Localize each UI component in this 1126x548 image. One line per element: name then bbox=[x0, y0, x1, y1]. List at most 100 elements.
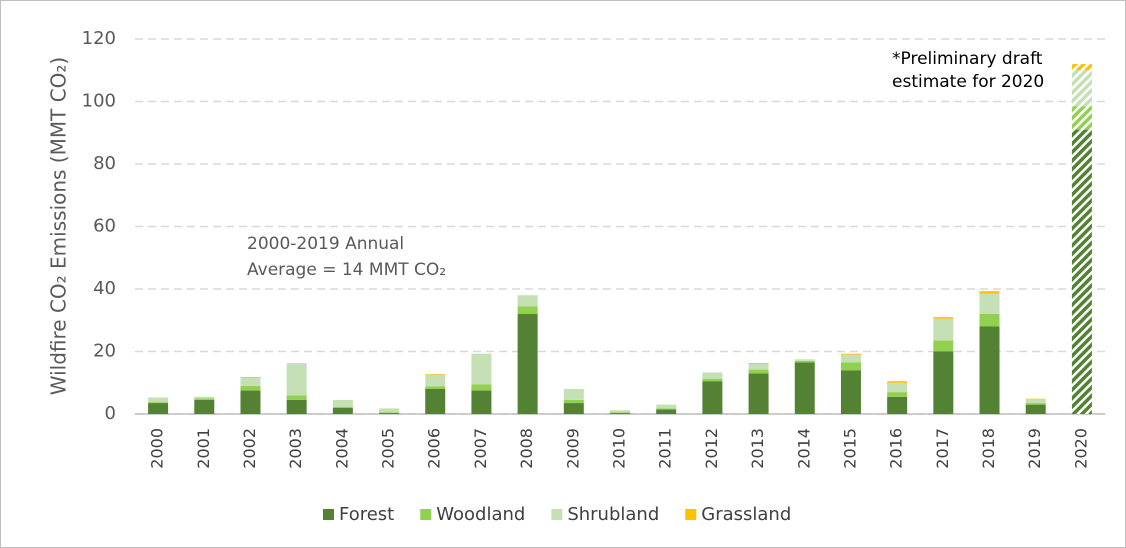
bar-segment bbox=[517, 306, 538, 314]
bar-segment bbox=[471, 353, 492, 385]
bar-segment bbox=[656, 404, 677, 409]
x-tick-label: 2011 bbox=[656, 428, 675, 469]
annotation: Average = 14 MMT CO₂ bbox=[247, 260, 446, 280]
bar-segment bbox=[1071, 64, 1092, 71]
bar-segment bbox=[148, 402, 169, 404]
bar-segment bbox=[748, 369, 769, 374]
bar-segment bbox=[610, 413, 630, 414]
x-tick-label: 2003 bbox=[286, 428, 305, 469]
x-tick-label: 2002 bbox=[240, 428, 259, 469]
legend-swatch bbox=[323, 509, 334, 520]
bar-segment bbox=[702, 372, 723, 379]
bar-segment bbox=[840, 353, 861, 355]
x-tick-label: 2000 bbox=[148, 428, 167, 469]
bar-segment bbox=[933, 317, 954, 319]
legend-label: Grassland bbox=[701, 504, 791, 525]
x-tick-label: 2020 bbox=[1071, 428, 1090, 469]
bar-segment bbox=[1071, 70, 1092, 107]
x-tick-label: 2005 bbox=[379, 428, 398, 469]
y-tick-label: 80 bbox=[93, 153, 116, 174]
bar-segment bbox=[240, 378, 261, 386]
x-tick-label: 2010 bbox=[610, 428, 629, 469]
legend-swatch bbox=[685, 509, 697, 520]
bar-segment bbox=[240, 385, 261, 391]
bar-segment bbox=[471, 384, 492, 391]
x-tick-label: 2013 bbox=[748, 428, 767, 469]
bar-segment bbox=[979, 326, 1000, 414]
x-tick-label: 2012 bbox=[702, 428, 721, 469]
x-tick-label: 2014 bbox=[794, 428, 813, 469]
bar-segment bbox=[517, 314, 538, 414]
bar-segment bbox=[1071, 129, 1092, 414]
bar-segment bbox=[979, 293, 1000, 314]
y-axis-label: Wildfire CO₂ Emissions (MMT CO₂) bbox=[47, 57, 71, 395]
bar-segment bbox=[702, 381, 723, 414]
x-tick-label: 2009 bbox=[563, 428, 582, 469]
x-tick-label: 2006 bbox=[425, 428, 444, 469]
x-tick-label: 2017 bbox=[933, 428, 952, 469]
y-tick-label: 100 bbox=[82, 91, 116, 112]
bar-segment bbox=[702, 378, 723, 382]
bar-segment bbox=[517, 295, 538, 307]
bar-segment bbox=[887, 381, 908, 383]
bar-segment bbox=[425, 389, 446, 414]
bar-segment bbox=[979, 291, 1000, 294]
bar-segment bbox=[194, 398, 215, 400]
bar-segment bbox=[610, 410, 630, 413]
bar-segment bbox=[933, 318, 954, 341]
bar-segment bbox=[794, 360, 815, 363]
bar-segment bbox=[794, 362, 815, 414]
bar-segment bbox=[286, 395, 307, 400]
y-tick-label: 0 bbox=[105, 403, 116, 424]
bar-segment bbox=[887, 392, 908, 397]
y-tick-label: 20 bbox=[93, 341, 116, 362]
x-tick-label: 2001 bbox=[194, 428, 213, 469]
bar-segment bbox=[840, 370, 861, 414]
bar-segment bbox=[332, 399, 353, 407]
bar-segment bbox=[656, 408, 677, 410]
bar-segment bbox=[887, 396, 908, 414]
bar-segment bbox=[379, 412, 400, 414]
x-tick-label: 2007 bbox=[471, 428, 490, 469]
bar-segment bbox=[379, 408, 400, 413]
bar-segment bbox=[840, 362, 861, 371]
annotation: *Preliminary draft bbox=[892, 49, 1043, 69]
bar-segment bbox=[1025, 399, 1046, 404]
bar-segment bbox=[1071, 106, 1092, 130]
bar-segment bbox=[471, 390, 492, 414]
bar-segment bbox=[563, 403, 584, 414]
bar-segment bbox=[563, 399, 584, 404]
bar-segment bbox=[840, 354, 861, 363]
bar-segment bbox=[194, 399, 215, 414]
y-tick-label: 120 bbox=[82, 28, 116, 49]
bar-segment bbox=[379, 413, 400, 414]
annotation: 2000-2019 Annual bbox=[247, 234, 404, 254]
bar-segment bbox=[240, 377, 261, 379]
bar-segment bbox=[748, 364, 769, 370]
bar-segment bbox=[1025, 404, 1046, 414]
x-tick-label: 2016 bbox=[887, 428, 906, 469]
bar-segment bbox=[794, 359, 815, 361]
bar-segment bbox=[332, 406, 353, 408]
bar-segment bbox=[425, 374, 446, 387]
bar-segment bbox=[887, 382, 908, 393]
bar-segment bbox=[425, 386, 446, 389]
legend-swatch bbox=[551, 509, 563, 520]
x-tick-label: 2015 bbox=[840, 428, 859, 469]
bar-segment bbox=[748, 373, 769, 414]
bar-segment bbox=[286, 364, 307, 396]
legend-label: Shrubland bbox=[567, 504, 659, 525]
bar-segment bbox=[425, 374, 446, 375]
bar-segment bbox=[286, 399, 307, 414]
bar-segment bbox=[610, 412, 630, 414]
annotation: estimate for 2020 bbox=[892, 72, 1044, 92]
x-tick-label: 2019 bbox=[1025, 428, 1044, 469]
bar-segment bbox=[148, 403, 169, 414]
x-tick-label: 2004 bbox=[332, 428, 351, 469]
bar-segment bbox=[656, 409, 677, 414]
bar-segment bbox=[240, 390, 261, 414]
y-tick-label: 40 bbox=[93, 278, 116, 299]
bar-segment bbox=[194, 396, 215, 399]
